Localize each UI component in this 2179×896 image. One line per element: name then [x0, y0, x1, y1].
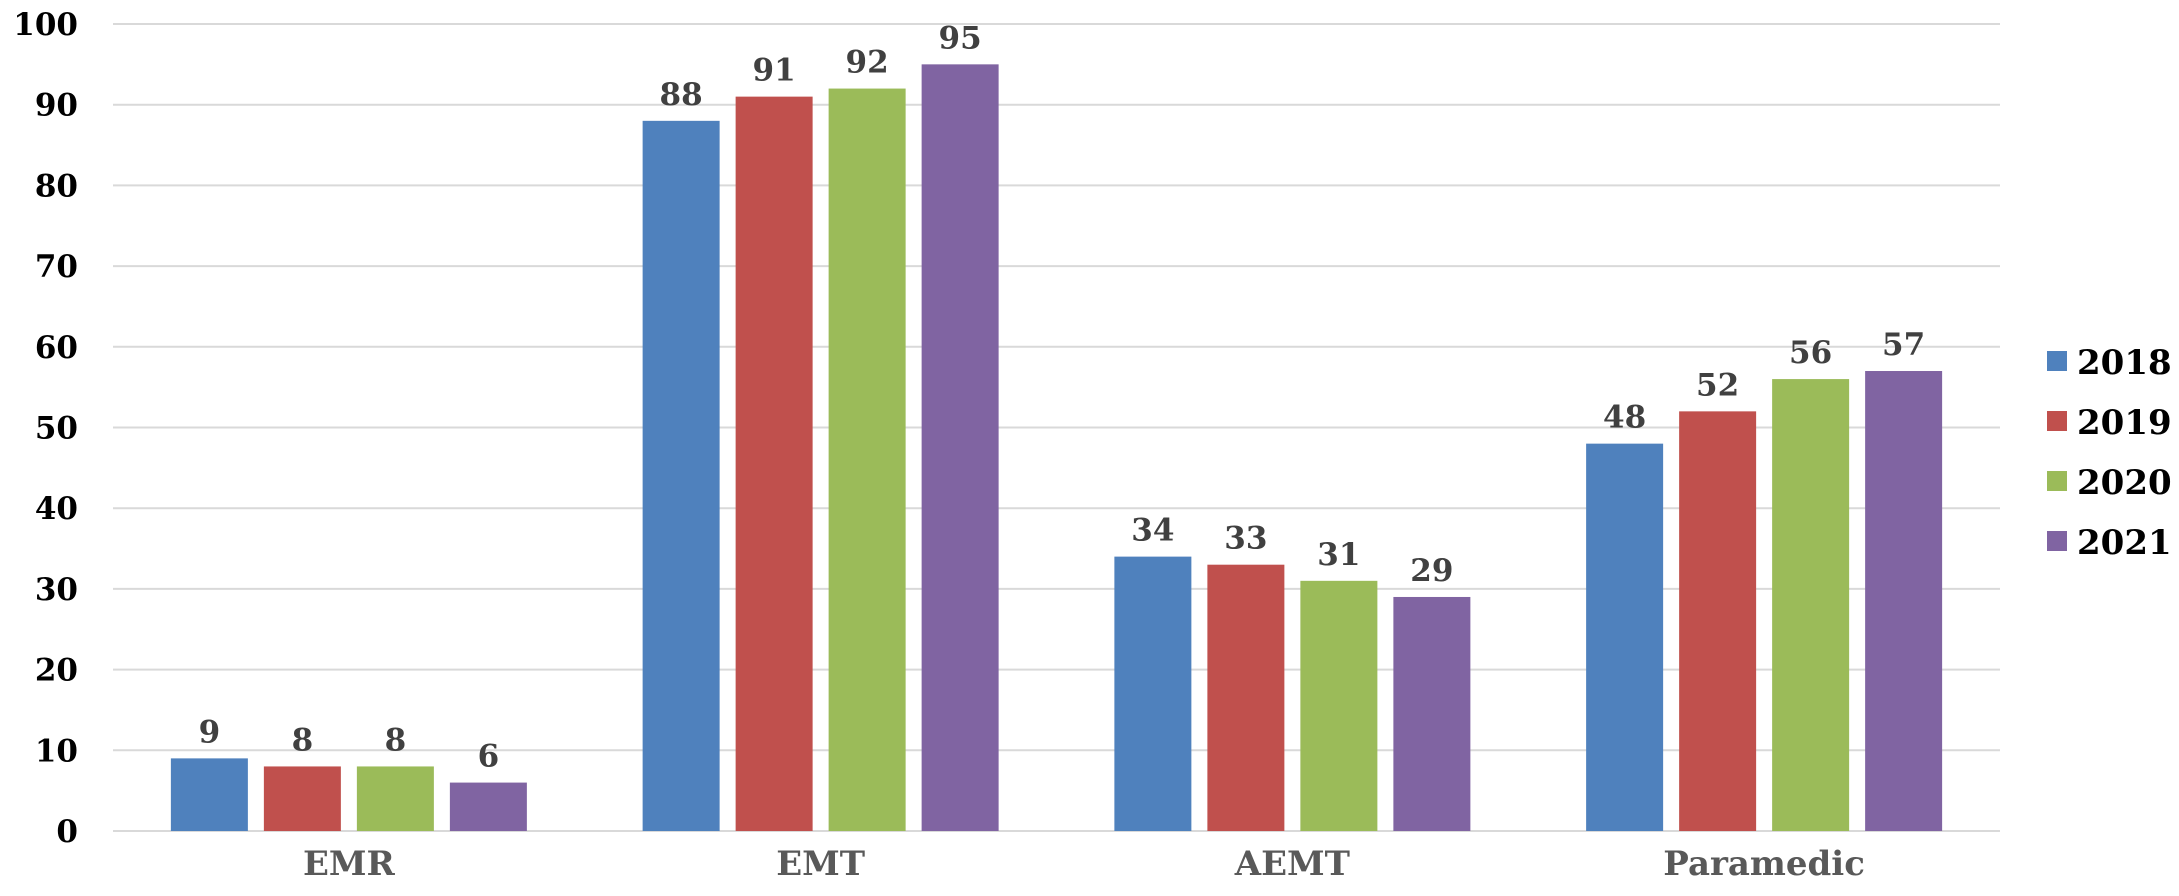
- legend-item-2020: 2020: [2047, 463, 2172, 503]
- y-tick-label: 80: [35, 168, 78, 204]
- legend-label: 2021: [2077, 523, 2172, 563]
- bar-2019-emr: [263, 766, 341, 831]
- legend-label: 2020: [2077, 463, 2172, 503]
- data-label: 29: [1410, 553, 1453, 589]
- bar-2019-emt: [735, 96, 813, 831]
- legend-item-2021: 2021: [2047, 523, 2172, 563]
- bar-2019-aemt: [1207, 564, 1285, 831]
- x-category-label: EMT: [776, 844, 865, 884]
- data-label: 95: [939, 20, 982, 56]
- bar-2020-emr: [356, 766, 434, 831]
- bar-2018-emt: [642, 120, 720, 832]
- data-label: 92: [846, 45, 889, 81]
- bars: [170, 64, 1943, 832]
- bar-2021-emt: [921, 64, 999, 832]
- legend-swatch: [2047, 531, 2067, 551]
- y-tick-label: 50: [35, 411, 78, 447]
- y-axis-ticks: 0 10 20 30 40 50 60 70 80 90 100: [13, 7, 78, 850]
- bar-2020-paramedic: [1772, 379, 1850, 831]
- y-tick-label: 40: [35, 491, 78, 527]
- data-label: 91: [753, 53, 796, 89]
- gridlines: [113, 23, 2000, 832]
- data-label: 48: [1603, 400, 1646, 436]
- x-category-label: Paramedic: [1663, 844, 1865, 884]
- data-label: 8: [292, 722, 314, 758]
- x-axis-categories: EMR EMT AEMT Paramedic: [303, 844, 1865, 884]
- bar-2018-paramedic: [1586, 443, 1664, 831]
- legend-label: 2018: [2077, 343, 2172, 383]
- bar-2018-emr: [170, 758, 248, 831]
- data-label: 88: [660, 77, 703, 113]
- data-label: 6: [478, 739, 500, 775]
- legend: 2018 2019 2020 2021: [2047, 343, 2172, 563]
- bar-2018-aemt: [1114, 556, 1192, 831]
- data-label: 56: [1789, 335, 1832, 371]
- data-label: 34: [1131, 513, 1174, 549]
- y-tick-label: 70: [35, 249, 78, 285]
- data-label: 33: [1224, 521, 1267, 557]
- y-tick-label: 20: [35, 653, 78, 689]
- y-tick-label: 100: [13, 7, 78, 43]
- data-label: 9: [199, 714, 221, 750]
- bar-2020-aemt: [1300, 580, 1378, 831]
- y-tick-label: 60: [35, 330, 78, 366]
- x-category-label: EMR: [303, 844, 396, 884]
- y-tick-label: 90: [35, 88, 78, 124]
- bar-2021-aemt: [1393, 596, 1471, 831]
- y-tick-label: 10: [35, 733, 78, 769]
- x-category-label: AEMT: [1234, 844, 1350, 884]
- bar-2021-emr: [449, 782, 527, 831]
- data-label: 52: [1696, 367, 1739, 403]
- legend-item-2019: 2019: [2047, 403, 2172, 443]
- data-label: 8: [385, 722, 407, 758]
- legend-swatch: [2047, 411, 2067, 431]
- y-tick-label: 30: [35, 572, 78, 608]
- legend-swatch: [2047, 471, 2067, 491]
- bar-2019-paramedic: [1679, 411, 1757, 831]
- legend-label: 2019: [2077, 403, 2172, 443]
- data-label: 31: [1317, 537, 1360, 573]
- bar-2020-emt: [828, 88, 906, 831]
- legend-swatch: [2047, 351, 2067, 371]
- data-label: 57: [1882, 327, 1925, 363]
- legend-item-2018: 2018: [2047, 343, 2172, 383]
- y-tick-label: 0: [56, 814, 78, 850]
- bar-2021-paramedic: [1865, 371, 1943, 831]
